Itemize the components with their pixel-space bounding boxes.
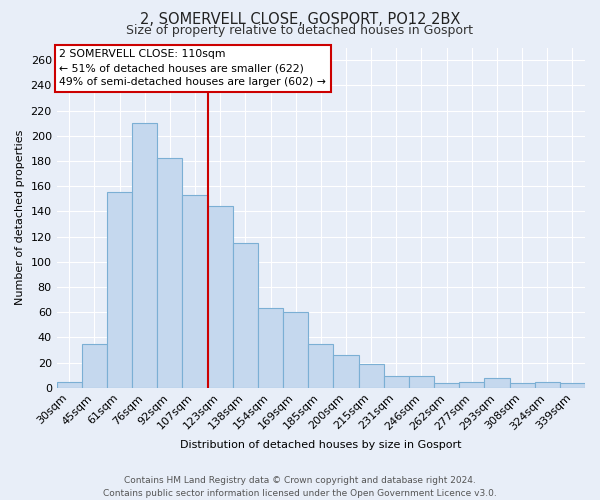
Bar xyxy=(334,355,359,388)
Bar xyxy=(560,383,585,388)
X-axis label: Distribution of detached houses by size in Gosport: Distribution of detached houses by size … xyxy=(180,440,461,450)
Bar xyxy=(208,206,233,388)
Y-axis label: Number of detached properties: Number of detached properties xyxy=(15,130,25,306)
Text: 2 SOMERVELL CLOSE: 110sqm
← 51% of detached houses are smaller (622)
49% of semi: 2 SOMERVELL CLOSE: 110sqm ← 51% of detac… xyxy=(59,49,326,87)
Bar xyxy=(56,382,82,388)
Bar xyxy=(132,123,157,388)
Bar xyxy=(308,344,334,388)
Bar xyxy=(509,383,535,388)
Bar xyxy=(359,364,384,388)
Bar xyxy=(182,195,208,388)
Bar xyxy=(384,376,409,388)
Text: Contains HM Land Registry data © Crown copyright and database right 2024.
Contai: Contains HM Land Registry data © Crown c… xyxy=(103,476,497,498)
Text: Size of property relative to detached houses in Gosport: Size of property relative to detached ho… xyxy=(127,24,473,37)
Bar xyxy=(459,382,484,388)
Bar xyxy=(283,312,308,388)
Text: 2, SOMERVELL CLOSE, GOSPORT, PO12 2BX: 2, SOMERVELL CLOSE, GOSPORT, PO12 2BX xyxy=(140,12,460,28)
Bar xyxy=(258,308,283,388)
Bar xyxy=(434,383,459,388)
Bar xyxy=(484,378,509,388)
Bar xyxy=(409,376,434,388)
Bar xyxy=(233,243,258,388)
Bar xyxy=(107,192,132,388)
Bar xyxy=(535,382,560,388)
Bar xyxy=(82,344,107,388)
Bar xyxy=(157,158,182,388)
